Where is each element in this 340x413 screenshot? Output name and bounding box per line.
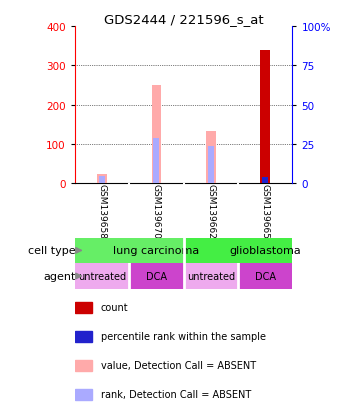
Bar (75, 389, 92, 400)
Bar (97, 174, 107, 184)
Bar (129, 263, 184, 289)
Bar (208, 146, 214, 184)
Text: lung carcinoma: lung carcinoma (113, 246, 200, 256)
Text: GSM139662: GSM139662 (206, 184, 215, 238)
Bar (75, 360, 92, 371)
Bar (75, 331, 92, 342)
Text: count: count (101, 303, 129, 313)
Text: untreated: untreated (187, 271, 235, 281)
Bar (260, 50, 270, 184)
Text: cell type: cell type (28, 246, 76, 256)
Text: DCA: DCA (146, 271, 167, 281)
Text: value, Detection Call = ABSENT: value, Detection Call = ABSENT (101, 361, 256, 370)
Text: agent: agent (44, 271, 76, 281)
Title: GDS2444 / 221596_s_at: GDS2444 / 221596_s_at (104, 13, 264, 26)
Text: GSM139665: GSM139665 (261, 184, 270, 238)
Text: glioblastoma: glioblastoma (229, 246, 301, 256)
Bar (99, 176, 105, 184)
Bar (75, 302, 92, 313)
Bar (262, 178, 268, 184)
Bar (238, 263, 292, 289)
Text: GSM139670: GSM139670 (152, 184, 161, 238)
Text: untreated: untreated (78, 271, 126, 281)
Text: percentile rank within the sample: percentile rank within the sample (101, 332, 266, 342)
Bar (153, 138, 159, 184)
Bar (75, 263, 129, 289)
Bar (152, 86, 161, 184)
Text: DCA: DCA (255, 271, 276, 281)
Text: GSM139658: GSM139658 (98, 184, 106, 238)
Bar (75, 238, 184, 263)
Bar (184, 263, 238, 289)
Bar (184, 238, 292, 263)
Text: rank, Detection Call = ABSENT: rank, Detection Call = ABSENT (101, 389, 251, 399)
Bar (206, 132, 216, 184)
